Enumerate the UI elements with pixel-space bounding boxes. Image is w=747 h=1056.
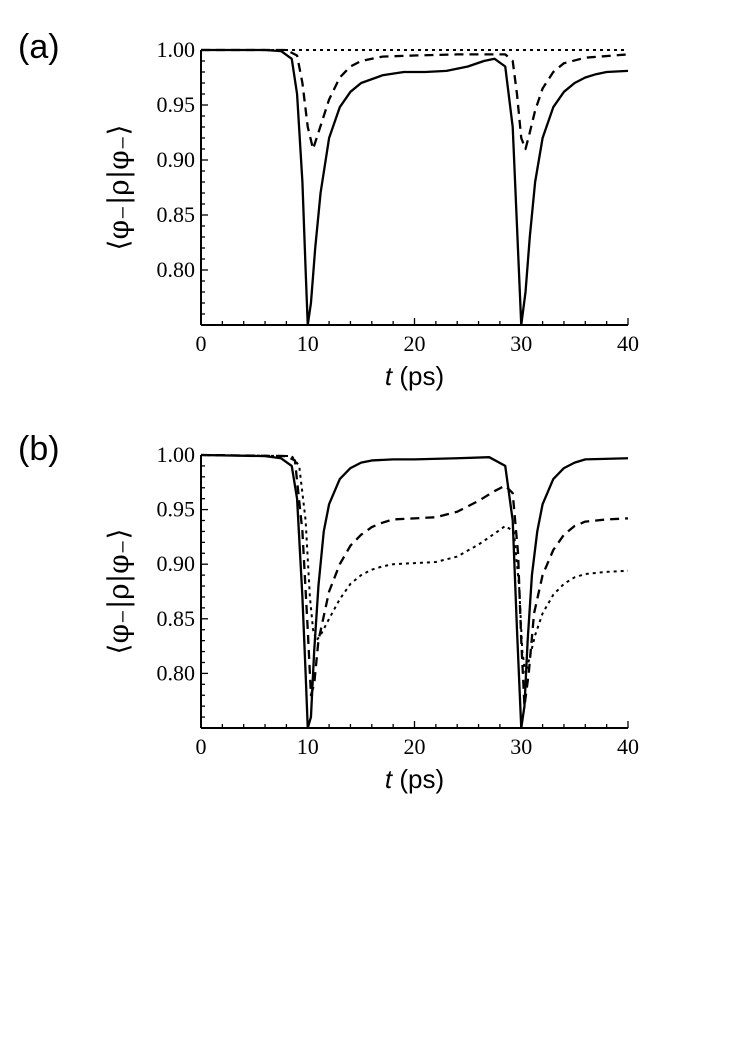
series-line-dashed: [201, 48, 628, 151]
series-group: [201, 48, 628, 325]
x-tick-label: 40: [617, 734, 639, 759]
x-tick-label: 0: [196, 331, 207, 356]
x-tick-label: 10: [297, 734, 319, 759]
x-tick-label: 30: [510, 734, 532, 759]
y-ticks: 0.80 0.85 0.90 0.95 1.00: [157, 37, 208, 326]
x-ticks: 0 10 20 30 40: [196, 318, 639, 356]
y-tick-label: 1.00: [157, 37, 196, 62]
chart-panel-a: 0 10 20 30 40 0.80 0.85 0.90 0.95 1.00 (a) t (ps) ⟨φ…: [18, 28, 639, 391]
x-tick-label: 40: [617, 331, 639, 356]
chart-panel-b: 0 10 20 30 40 0.80 0.85 0.90 0.95 1.00 (b) t (ps) ⟨φ…: [18, 430, 639, 794]
x-tick-label: 10: [297, 331, 319, 356]
y-tick-label: 0.90: [157, 147, 196, 172]
y-tick-label: 0.85: [157, 606, 196, 631]
x-tick-label: 0: [196, 734, 207, 759]
panel-label: (b): [18, 430, 60, 468]
x-tick-label: 20: [404, 734, 426, 759]
y-tick-label: 0.95: [157, 92, 196, 117]
y-axis-label: ⟨φ₋|ρ|φ₋⟩: [102, 125, 135, 251]
x-tick-label: 30: [510, 331, 532, 356]
y-tick-label: 1.00: [157, 442, 196, 467]
y-tick-label: 0.95: [157, 497, 196, 522]
x-axis-label: t (ps): [385, 764, 444, 794]
y-tick-label: 0.85: [157, 202, 196, 227]
x-ticks: 0 10 20 30 40: [196, 721, 639, 759]
x-axis-unit: (ps): [399, 361, 444, 391]
x-axis-unit: (ps): [399, 764, 444, 794]
panel-label: (a): [18, 28, 60, 66]
series-line-solid: [201, 48, 628, 325]
y-ticks: 0.80 0.85 0.90 0.95 1.00: [157, 442, 208, 729]
y-tick-label: 0.80: [157, 257, 196, 282]
series-line-dotted: [201, 454, 628, 675]
y-tick-label: 0.90: [157, 551, 196, 576]
series-line-solid: [201, 453, 628, 728]
x-tick-label: 20: [404, 331, 426, 356]
y-tick-label: 0.80: [157, 660, 196, 685]
x-axis-variable: t: [385, 764, 399, 794]
series-line-dashed: [201, 453, 628, 708]
y-axis-label: ⟨φ₋|ρ|φ₋⟩: [102, 529, 135, 655]
x-axis-variable: t: [385, 361, 399, 391]
series-group: [201, 453, 628, 728]
x-axis-label: t (ps): [385, 361, 444, 391]
